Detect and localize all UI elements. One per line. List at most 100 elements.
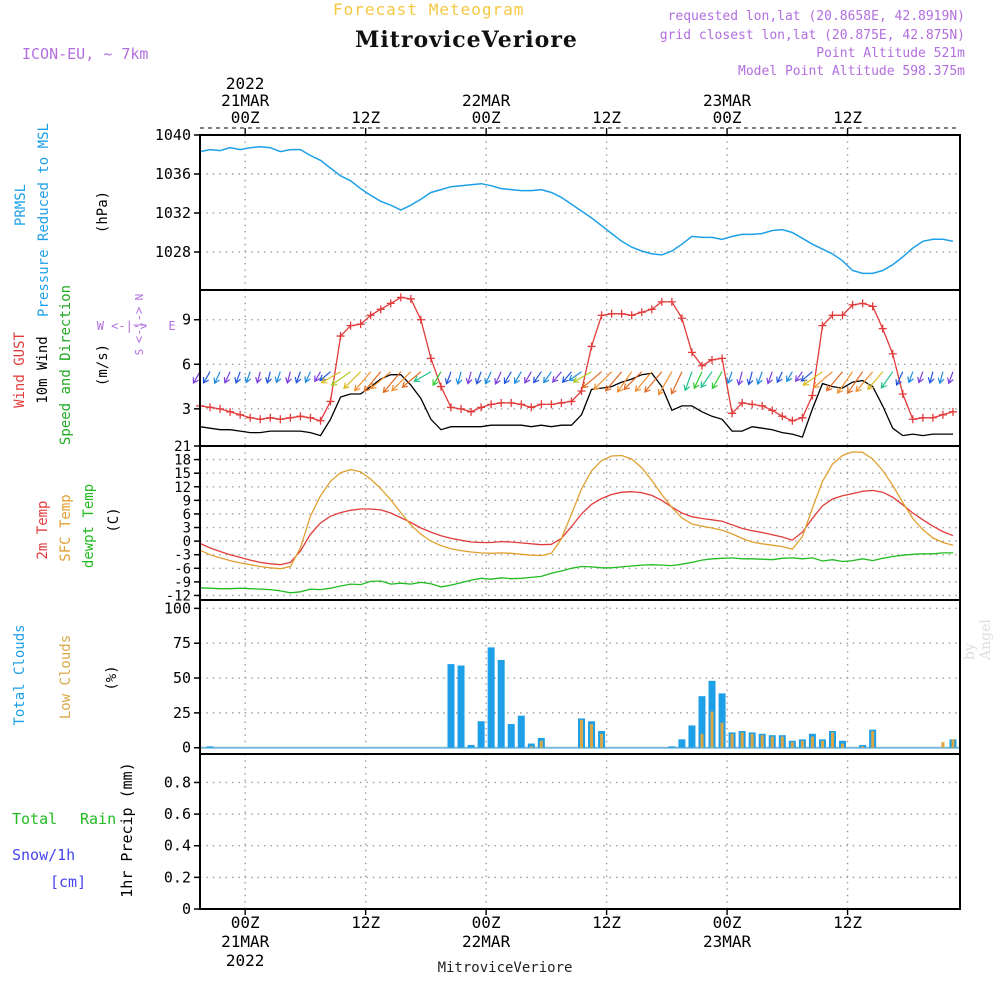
gust-marker — [396, 293, 405, 302]
clouds-y-tick-label: 50 — [173, 669, 191, 687]
wind-direction-arrow — [552, 371, 562, 383]
wind-direction-arrow — [391, 371, 412, 392]
gust-marker — [346, 321, 355, 330]
wind-direction-arrow — [382, 371, 402, 394]
wind-direction-arrow — [766, 371, 773, 385]
wind-direction-arrow — [726, 371, 733, 385]
wind-direction-arrow — [543, 371, 552, 384]
total-cloud-bar — [507, 724, 515, 748]
top-time-label: 23MAR — [703, 91, 752, 110]
wind-direction-arrow — [465, 371, 473, 385]
wind-10m-label: 10m Wind — [35, 336, 51, 403]
gust-marker — [276, 415, 285, 424]
precip-rain-label: Rain — [80, 810, 116, 828]
gust-marker — [266, 413, 275, 422]
low-cloud-bar — [730, 733, 734, 748]
low-cloud-bar — [720, 722, 724, 748]
top-time-label: 00Z — [472, 108, 501, 127]
pressure-unit-label: (hPa) — [95, 191, 111, 233]
clouds-unit-label: (%) — [104, 665, 120, 690]
gust-marker — [728, 409, 737, 418]
wind-direction-arrow — [846, 371, 864, 395]
top-time-label: 00Z — [713, 108, 742, 127]
gust-marker — [376, 305, 385, 314]
gust-marker — [507, 398, 516, 407]
gust-marker — [888, 349, 897, 358]
low-cloud-bar — [780, 736, 784, 748]
wind-direction-arrow — [354, 371, 372, 392]
low-cloud-bar — [710, 711, 714, 748]
wind-direction-arrow — [513, 371, 522, 385]
gust-marker — [256, 415, 265, 424]
wind-panel-frame — [199, 289, 961, 447]
clouds-y-tick-label: 0 — [182, 739, 191, 757]
station-name: MitroviceVeriore — [355, 27, 578, 53]
gust-marker — [898, 390, 907, 398]
wind-y-tick-label: 9 — [182, 311, 191, 329]
dewpoint-line — [199, 552, 953, 594]
wind-direction-arrow — [907, 371, 914, 384]
top-time-label: 12Z — [351, 108, 380, 127]
pressure-msl-label: Pressure Reduced to MSL — [36, 123, 52, 317]
wind-direction-arrow — [533, 371, 542, 384]
precip-y-tick-label: 0.6 — [164, 805, 191, 823]
total-clouds-label: Total Clouds — [12, 624, 28, 725]
chart-marks — [192, 145, 960, 749]
wind-direction-arrow — [693, 371, 703, 390]
bottom-time-label: 12Z — [833, 913, 862, 932]
total-cloud-bar — [497, 659, 505, 748]
wind-direction-arrow — [320, 371, 341, 384]
wind-direction-arrow — [917, 371, 924, 384]
gust-marker — [587, 342, 596, 351]
closest-coordinates: grid closest lon,lat (20.875E, 42.875N) — [659, 28, 965, 43]
temperature-y-tick-label: 9 — [183, 493, 191, 509]
top-time-label: 2022 — [226, 74, 265, 93]
chart-title: Forecast Meteogram — [333, 0, 525, 19]
compass-west-east: W <-|-> — [97, 319, 148, 333]
temperature-y-tick-label: -9 — [174, 575, 191, 591]
gust-marker — [286, 413, 295, 422]
total-cloud-bar — [527, 743, 535, 748]
gust-marker — [487, 400, 496, 409]
low-cloud-bar — [750, 733, 754, 748]
wind-direction-arrow — [343, 371, 362, 390]
wind-direction-arrow — [475, 371, 482, 385]
bottom-time-label: 12Z — [592, 913, 621, 932]
wind-direction-arrow — [736, 371, 744, 386]
low-cloud-bar — [810, 736, 814, 748]
gust-marker — [336, 332, 345, 341]
wind-direction-arrow — [802, 371, 823, 386]
total-cloud-bar — [206, 746, 214, 748]
wind-direction-arrow — [484, 371, 492, 385]
wind-direction-arrow — [274, 371, 282, 384]
wind-direction-arrow — [855, 371, 874, 393]
gust-marker — [436, 382, 445, 391]
gust-marker — [236, 410, 245, 419]
temperature-y-tick-label: -12 — [166, 588, 191, 604]
model-point-altitude: Model Point Altitude 598.375m — [738, 64, 965, 79]
wind-direction-arrow — [494, 371, 502, 385]
gust-marker — [246, 413, 255, 422]
gust-marker — [597, 311, 606, 320]
wind-direction-arrow — [330, 371, 351, 386]
wind-direction-arrow — [880, 371, 894, 389]
wind-direction-arrow — [432, 371, 442, 387]
total-cloud-bar — [668, 746, 676, 748]
wind-direction-arrow — [401, 371, 422, 388]
gust-marker — [426, 354, 435, 363]
wind-direction-arrow — [593, 371, 613, 391]
total-cloud-bar — [517, 715, 525, 748]
low-cloud-bar — [600, 733, 604, 748]
temperature-y-tick-label: -3 — [174, 548, 191, 564]
pressure-y-tick-label: 1032 — [155, 204, 191, 222]
low-cloud-bar — [590, 724, 594, 748]
wind-direction-arrow — [581, 371, 602, 389]
wind-direction-arrow — [711, 371, 723, 390]
wind-direction-arrow — [836, 371, 854, 394]
gust-marker — [577, 387, 586, 396]
gust-marker — [778, 412, 787, 421]
gust-marker — [557, 398, 566, 407]
wind-direction-arrow — [234, 371, 241, 385]
temperature-y-tick-label: 21 — [174, 439, 191, 455]
wind-direction-arrow — [795, 371, 803, 383]
